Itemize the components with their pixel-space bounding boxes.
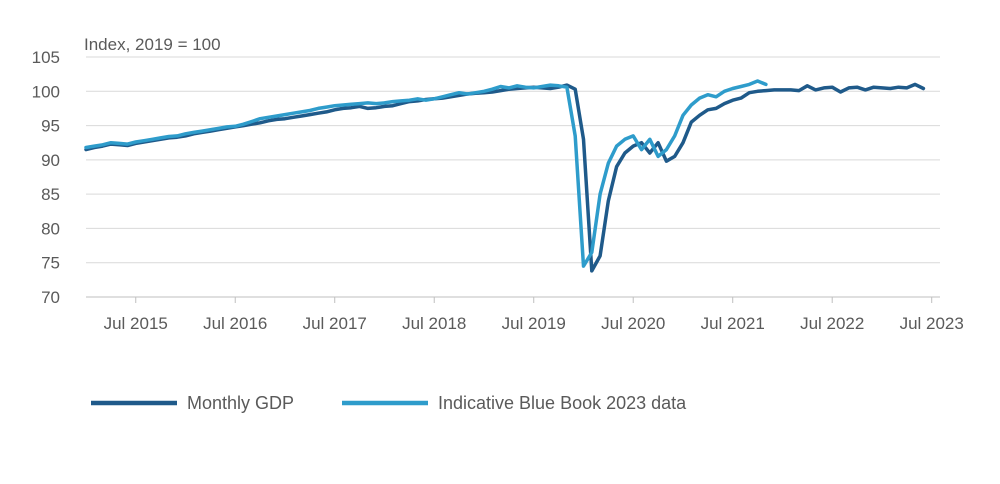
y-tick-label: 80 [41, 219, 60, 238]
y-tick-label: 85 [41, 185, 60, 204]
series [84, 79, 926, 273]
series-line-monthly-gdp [84, 82, 926, 273]
series-line-blue-book-2023 [84, 79, 768, 268]
x-tick-label: Jul 2021 [701, 314, 765, 333]
y-tick-label: 105 [32, 48, 60, 67]
y-axis-title: Index, 2019 = 100 [84, 35, 221, 54]
x-tick-label: Jul 2018 [402, 314, 466, 333]
y-tick-label: 95 [41, 117, 60, 136]
x-tick-label: Jul 2016 [203, 314, 267, 333]
legend-label: Monthly GDP [187, 393, 294, 413]
y-tick-label: 70 [41, 288, 60, 307]
y-tick-label: 100 [32, 82, 60, 101]
legend: Monthly GDP Indicative Blue Book 2023 dat… [91, 393, 687, 413]
x-tick-label: Jul 2023 [900, 314, 964, 333]
y-tick-label: 90 [41, 151, 60, 170]
x-tick-label: Jul 2015 [104, 314, 168, 333]
legend-label: Indicative Blue Book 2023 data [438, 393, 687, 413]
x-axis: Jul 2015 Jul 2016 Jul 2017 Jul 2018 Jul 2019… [104, 297, 964, 333]
y-tick-label: 75 [41, 254, 60, 273]
x-tick-label: Jul 2022 [800, 314, 864, 333]
x-tick-label: Jul 2020 [601, 314, 665, 333]
y-axis: 70 75 80 85 90 95 100 105 [32, 48, 60, 307]
x-tick-label: Jul 2019 [502, 314, 566, 333]
x-tick-label: Jul 2017 [303, 314, 367, 333]
